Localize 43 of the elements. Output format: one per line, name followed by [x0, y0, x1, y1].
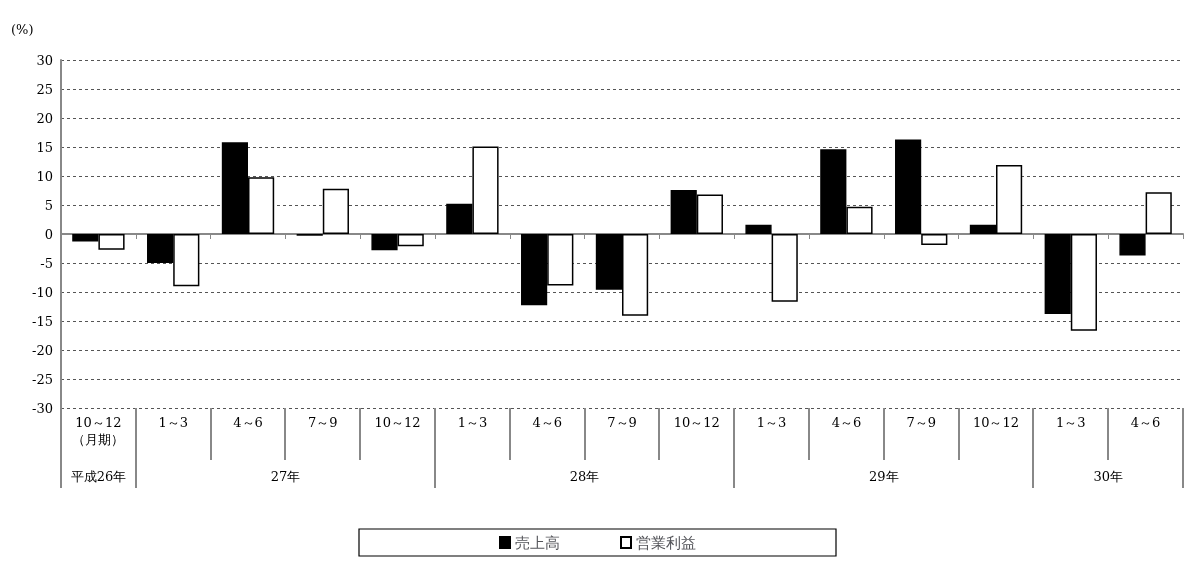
bar	[771, 234, 798, 302]
legend-label: 営業利益	[636, 533, 696, 552]
x-tick-label: 7～9	[906, 415, 936, 430]
y-tick-label: -30	[32, 400, 53, 416]
text: 27年	[270, 468, 301, 484]
x-tick-label: 4～6	[831, 415, 862, 430]
x-tick-label: 7～9	[308, 415, 338, 430]
y-tick-label: 15	[36, 139, 53, 155]
legend-label: 売上高	[515, 533, 560, 552]
x-tick-label: 4～6	[233, 415, 263, 430]
y-tick-label: 20	[36, 110, 53, 126]
y-tick-label: 25	[36, 81, 53, 97]
bar	[1119, 234, 1146, 256]
x-tick-label: 7～9	[607, 415, 637, 430]
text: 平成26年	[70, 468, 127, 484]
x-tick-label: 4～6	[1130, 415, 1161, 430]
bar	[745, 224, 772, 234]
x-tick-label: 1～3	[158, 415, 188, 430]
text: 29年	[869, 468, 899, 484]
x-tick-label: 10～12 （月期）	[72, 415, 125, 447]
y-tick-label: -20	[32, 342, 53, 358]
bar	[1145, 192, 1172, 234]
x-tick-label: 10～12	[673, 415, 720, 430]
x-tick-label: 10～12	[972, 415, 1020, 430]
y-tick-label: -25	[32, 371, 53, 387]
y-axis-title: (%)	[11, 22, 34, 37]
bar	[322, 188, 349, 234]
y-tick-label: 5	[44, 197, 53, 213]
x-tick-label: 1～3	[1056, 415, 1086, 430]
y-tick-label: -15	[32, 313, 53, 329]
bar	[921, 234, 948, 246]
y-tick-label: 0	[44, 226, 53, 242]
text: 28年	[569, 468, 600, 484]
x-tick-label: 4～6	[532, 415, 562, 430]
y-tick-label: -10	[32, 284, 53, 300]
y-tick-label: -5	[40, 255, 53, 271]
x-tick-label: 1～3	[457, 415, 488, 430]
y-tick-label: 30	[36, 52, 53, 68]
text: 30年	[1093, 468, 1123, 484]
bar	[895, 139, 922, 234]
x-tick-label: 10～12	[374, 415, 421, 430]
x-tick-label: 1～3	[756, 415, 787, 430]
y-tick-label: 10	[36, 168, 53, 184]
